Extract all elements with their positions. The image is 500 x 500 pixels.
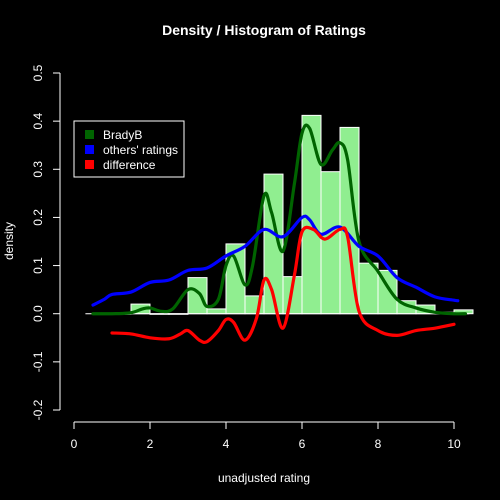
x-tick-label: 2 bbox=[147, 437, 154, 451]
series-line-bradyb bbox=[91, 123, 467, 316]
x-tick-label: 10 bbox=[447, 437, 461, 451]
y-tick-label: 0.2 bbox=[31, 209, 45, 226]
series-line-difference bbox=[110, 225, 456, 344]
legend-label: BradyB bbox=[103, 128, 142, 142]
y-tick-label: 0.4 bbox=[31, 112, 45, 129]
x-tick-label: 8 bbox=[375, 437, 382, 451]
legend-swatch bbox=[85, 130, 94, 139]
legend-label: others' ratings bbox=[103, 143, 178, 157]
chart-title: Density / Histogram of Ratings bbox=[162, 22, 366, 38]
series-line-others-ratings bbox=[91, 214, 460, 307]
y-axis-label: density bbox=[2, 222, 16, 260]
x-tick-label: 0 bbox=[71, 437, 78, 451]
legend-swatch bbox=[85, 145, 94, 154]
histogram-bar bbox=[206, 308, 227, 315]
y-tick-label: 0.3 bbox=[31, 161, 45, 178]
histogram-bar bbox=[358, 262, 379, 315]
y-tick-label: 0.1 bbox=[31, 257, 45, 274]
y-tick-label: -0.2 bbox=[31, 399, 45, 420]
legend-swatch bbox=[85, 160, 94, 169]
y-tick-label: 0.0 bbox=[31, 305, 45, 322]
histogram-bar bbox=[301, 114, 322, 315]
y-tick-label: 0.5 bbox=[31, 64, 45, 81]
axes: 0 2 4 6 8 10 -0.2 -0.1 0.0 0.1 0.2 0.3 0.4 0.5 bbox=[31, 64, 461, 451]
density-lines bbox=[91, 123, 467, 344]
y-tick-label: -0.1 bbox=[31, 351, 45, 372]
x-axis-label: unadjusted rating bbox=[218, 471, 310, 485]
histogram-bars bbox=[85, 114, 474, 315]
legend-label: difference bbox=[103, 158, 156, 172]
x-tick-label: 6 bbox=[299, 437, 306, 451]
x-tick-label: 4 bbox=[223, 437, 230, 451]
histogram-bar bbox=[187, 277, 208, 315]
histogram-bar bbox=[320, 171, 341, 315]
